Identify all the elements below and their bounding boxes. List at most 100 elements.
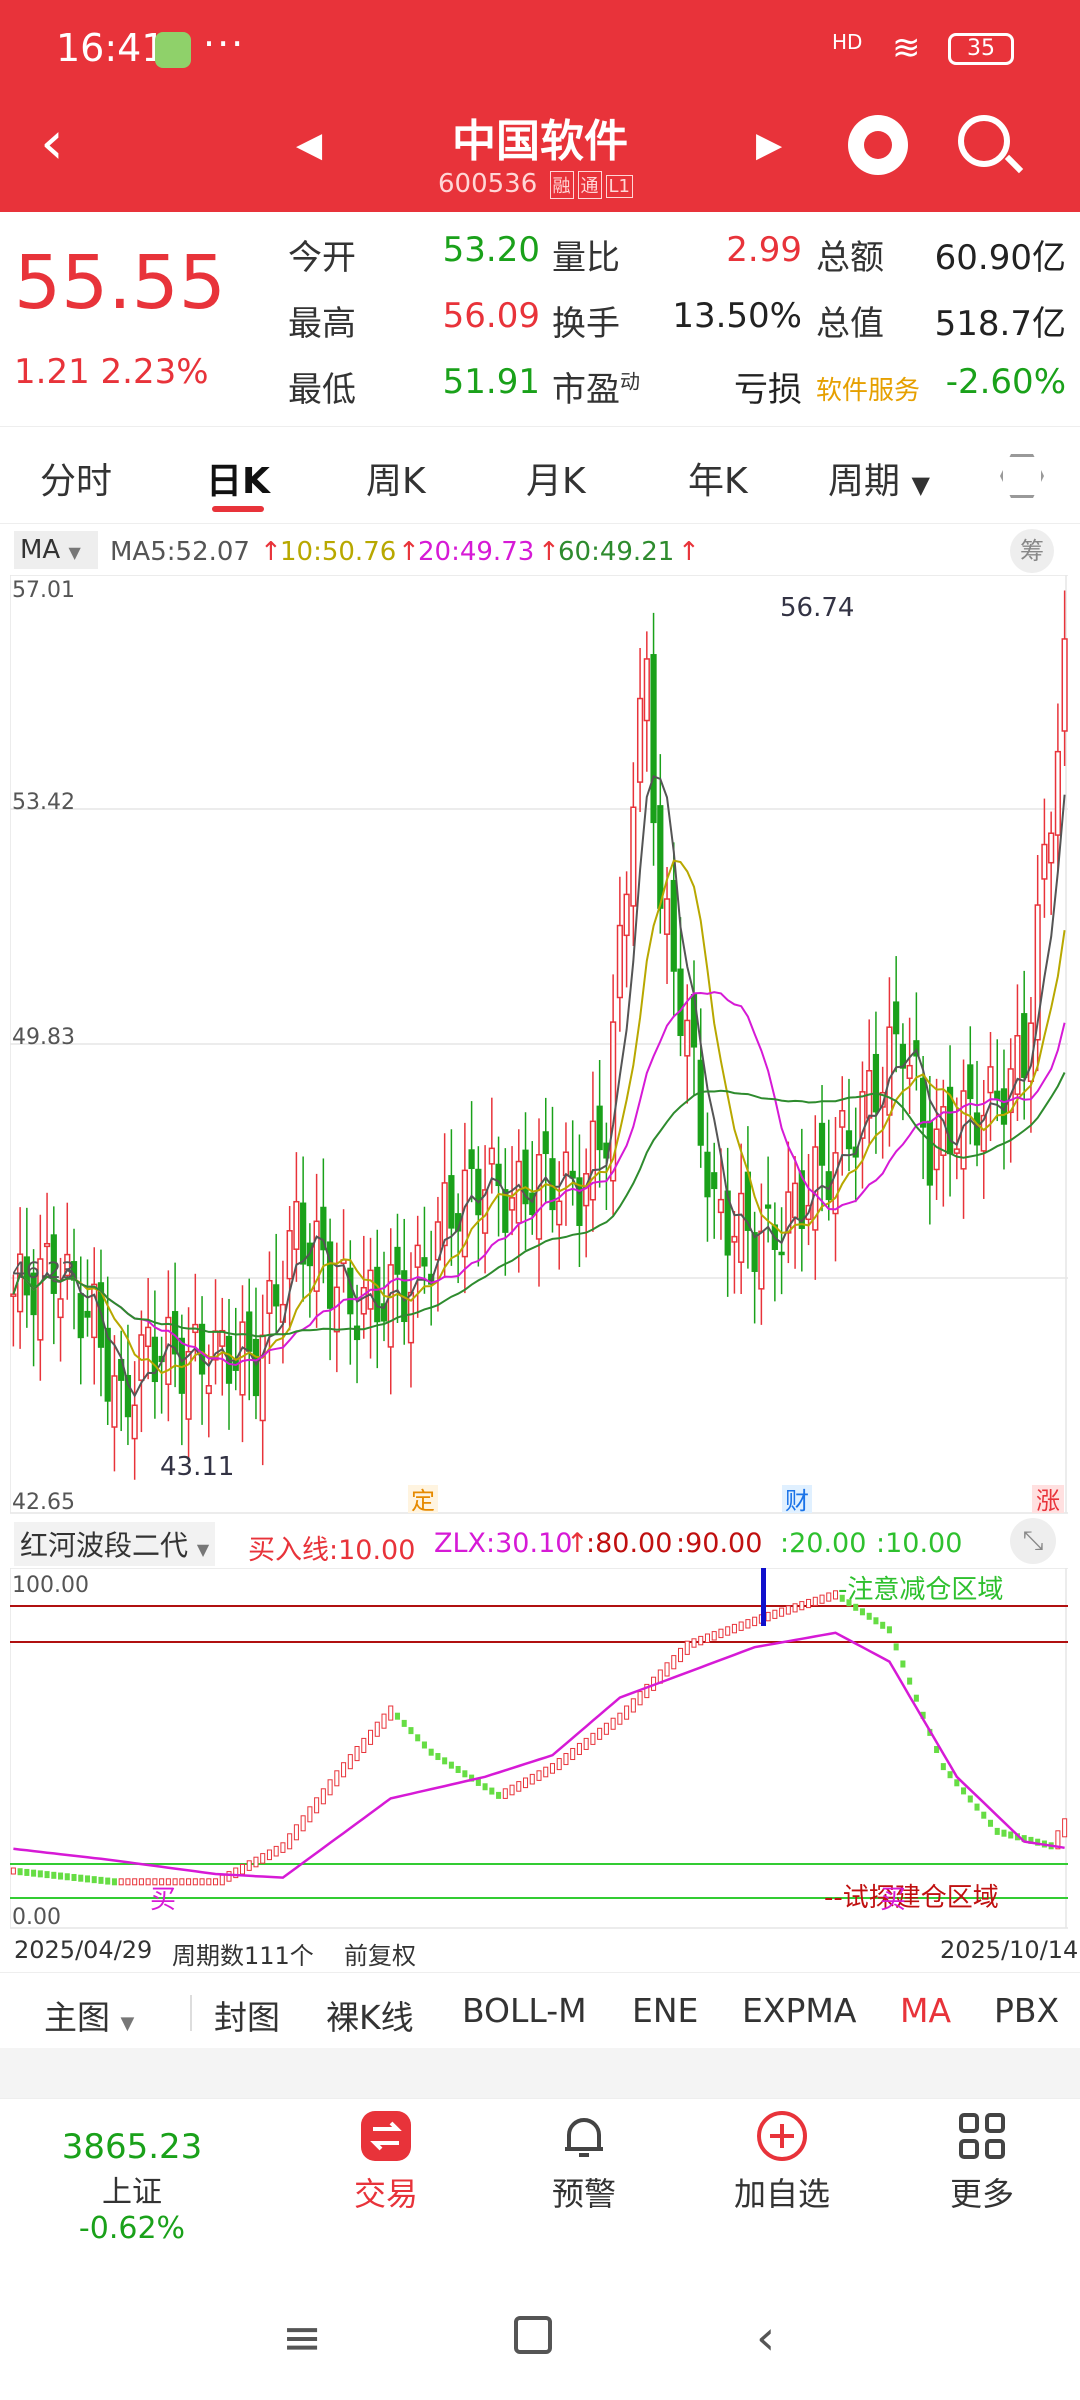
back-icon[interactable]: ‹ bbox=[40, 108, 64, 178]
candle-body bbox=[104, 1327, 111, 1402]
candle-body bbox=[300, 1202, 307, 1265]
candle-body bbox=[657, 805, 664, 909]
indicator-bar bbox=[165, 1878, 171, 1886]
main-chart-label: 主图 bbox=[44, 1998, 110, 2037]
expand-icon[interactable]: ⤡ bbox=[1010, 1518, 1056, 1564]
candle-body bbox=[711, 1172, 718, 1190]
search-icon[interactable] bbox=[958, 115, 1010, 167]
tab-ma[interactable]: MA bbox=[900, 1991, 952, 2030]
nav-alert[interactable]: 预警 bbox=[504, 2109, 664, 2215]
indicator-bar bbox=[981, 1811, 987, 1819]
ma-selector[interactable]: MA ▼ bbox=[14, 531, 98, 569]
end-date: 2025/10/14 bbox=[940, 1936, 1079, 1964]
tab-boll-m[interactable]: BOLL-M bbox=[462, 1991, 587, 2030]
high-value: 56.09 bbox=[442, 296, 540, 336]
event-marker-zhang[interactable]: 涨 bbox=[1036, 1487, 1060, 1515]
candle-body bbox=[185, 1350, 192, 1420]
indicator-bar bbox=[381, 1713, 387, 1729]
nav-trade[interactable]: 交易 bbox=[306, 2109, 466, 2215]
candle-body bbox=[717, 1198, 725, 1214]
sector-link[interactable]: 软件服务 bbox=[816, 376, 921, 406]
candle-body bbox=[151, 1336, 158, 1383]
candle-body bbox=[839, 1110, 846, 1128]
indicator-bar bbox=[516, 1781, 522, 1792]
up-arrow-icon: ↑ bbox=[398, 537, 420, 567]
nav-index[interactable]: 3865.23 上证 -0.62% bbox=[52, 2127, 212, 2246]
candle-body bbox=[1014, 1035, 1021, 1095]
tab-period[interactable]: 周期 ▼ bbox=[828, 452, 930, 504]
tab-weekly-k[interactable]: 周K bbox=[366, 461, 426, 502]
next-stock-icon[interactable]: ▶ bbox=[756, 125, 783, 165]
indicator-bar bbox=[718, 1628, 724, 1639]
candle-body bbox=[529, 1192, 536, 1215]
nav-trade-label: 交易 bbox=[353, 2175, 418, 2213]
indicator-bar bbox=[455, 1765, 461, 1773]
tab-yearly-k[interactable]: 年K bbox=[688, 461, 748, 502]
start-date: 2025/04/29 bbox=[14, 1936, 153, 1964]
indicator-bar bbox=[10, 1867, 16, 1875]
level-tag: L1 bbox=[605, 175, 634, 198]
turnover-rate-value: 13.50% bbox=[672, 296, 802, 336]
indicator-bars bbox=[10, 1590, 1068, 1886]
nav-more[interactable]: 更多 bbox=[902, 2109, 1062, 2215]
nav-add-label: 加自选 bbox=[733, 2175, 830, 2213]
menu-icon[interactable]: ≡ bbox=[282, 2310, 323, 2366]
indicator-bar bbox=[691, 1638, 697, 1648]
home-icon[interactable] bbox=[514, 2316, 552, 2354]
tab-pbx[interactable]: PBX bbox=[994, 1991, 1060, 2030]
level-20-legend: :20.00 bbox=[780, 1528, 867, 1559]
chip-distribution-button[interactable]: 筹 bbox=[1010, 529, 1054, 573]
indicator-bar bbox=[832, 1590, 839, 1600]
tab-ene[interactable]: ENE bbox=[632, 1991, 699, 2030]
indicator-bar bbox=[698, 1635, 704, 1646]
indicator-bar bbox=[967, 1795, 973, 1803]
candle-body bbox=[791, 1182, 799, 1219]
candle-body bbox=[845, 1130, 853, 1150]
indicator-chart[interactable]: 100.00 0.00 -注意减仓区域 --试探建仓区域 买 买 bbox=[10, 1568, 1068, 1930]
candle-body bbox=[994, 1090, 1001, 1100]
tab-expma[interactable]: EXPMA bbox=[742, 1991, 857, 2030]
index-value: 3865.23 bbox=[61, 2127, 203, 2167]
tab-daily-k[interactable]: 日K bbox=[206, 452, 270, 512]
volume-ratio-value: 2.99 bbox=[726, 230, 802, 270]
zlx-legend: ZLX:30.10 bbox=[434, 1528, 573, 1559]
tab-monthly-k[interactable]: 月K bbox=[526, 461, 586, 502]
tab-naked-k[interactable]: 裸K线 bbox=[326, 1998, 414, 2037]
chart-footer: 2025/04/29 周期数111个 前复权 2025/10/14 bbox=[0, 1932, 1080, 1972]
connect-tag: 通 bbox=[577, 171, 602, 199]
divider bbox=[190, 1995, 192, 2031]
candle-body bbox=[508, 1197, 516, 1211]
tab-seal[interactable]: 封图 bbox=[214, 1998, 280, 2037]
candle-body bbox=[832, 1152, 839, 1215]
event-marker-cai[interactable]: 财 bbox=[785, 1487, 809, 1515]
candle-body bbox=[542, 1131, 549, 1155]
tab-intraday[interactable]: 分时 bbox=[40, 461, 113, 502]
market-cap-value: 518.7亿 bbox=[934, 304, 1066, 344]
candlestick-chart[interactable]: 57.01 53.42 49.83 46.23 42.65 56.74 43.1… bbox=[10, 575, 1068, 1515]
adjust-mode[interactable]: 前复权 bbox=[344, 1942, 416, 1970]
candle-body bbox=[246, 1311, 253, 1352]
nav-add-watchlist[interactable]: 加自选 bbox=[702, 2109, 862, 2215]
chevron-down-icon: ▼ bbox=[68, 543, 81, 562]
indicator-selector[interactable]: 红河波段二代 ▼ bbox=[14, 1522, 216, 1566]
indicator-bar bbox=[664, 1662, 670, 1677]
candle-body bbox=[636, 697, 644, 783]
mascot-icon[interactable] bbox=[848, 115, 908, 175]
main-chart-selector[interactable]: 主图 ▼ bbox=[44, 1991, 134, 2039]
indicator-bar bbox=[725, 1626, 731, 1636]
event-marker-ding[interactable]: 定 bbox=[411, 1487, 435, 1515]
hd-indicator: HD bbox=[832, 30, 863, 54]
indicator-bar bbox=[84, 1875, 91, 1883]
candle-body bbox=[704, 1151, 711, 1198]
candle-body bbox=[468, 1149, 475, 1169]
back-nav-icon[interactable]: ‹ bbox=[756, 2310, 776, 2366]
settings-hexagon-icon[interactable] bbox=[1000, 454, 1044, 498]
indicator-bar bbox=[489, 1787, 495, 1795]
indicator-bar bbox=[873, 1617, 879, 1625]
bell-icon bbox=[565, 2118, 603, 2157]
indicator-legend: 红河波段二代 ▼ 买入线:10.00 ZLX:30.10 ↑ :80.00 :90… bbox=[0, 1518, 1080, 1568]
indicator-bar bbox=[462, 1770, 468, 1778]
prev-stock-icon[interactable]: ◀ bbox=[296, 125, 323, 165]
bottom-zone-label: --试探建仓区域 bbox=[824, 1883, 999, 1913]
indicator-bar bbox=[893, 1643, 899, 1651]
